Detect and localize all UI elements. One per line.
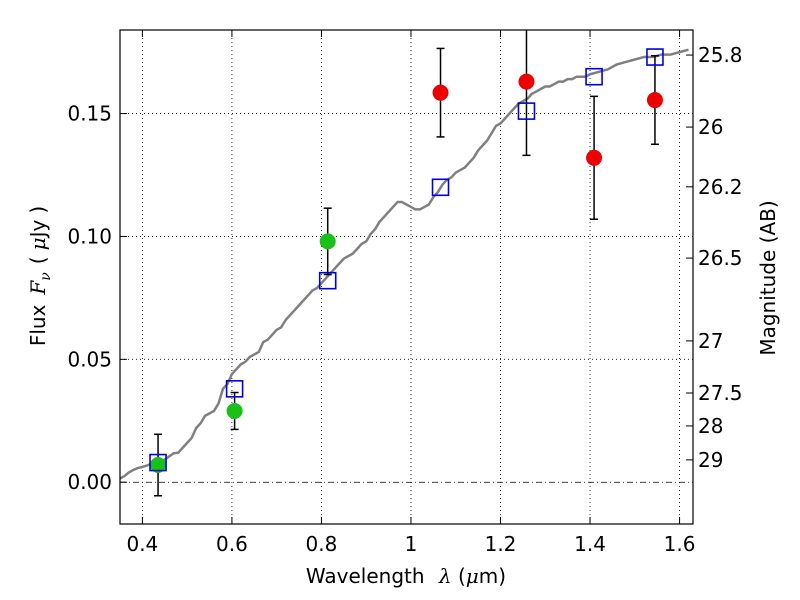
x-tick-label: 1.2 xyxy=(485,532,517,556)
x-tick-label: 1 xyxy=(405,532,418,556)
magnitude-tick-label: 29 xyxy=(698,448,723,472)
x-tick-label: 0.4 xyxy=(126,532,158,556)
y-tick-label: 0.15 xyxy=(67,102,112,126)
x-tick-label: 1.4 xyxy=(574,532,606,556)
y-tick-label: 0.00 xyxy=(67,470,112,494)
green-detections-point xyxy=(226,402,243,419)
model-flux-square xyxy=(225,380,244,398)
plot-frame xyxy=(119,29,694,525)
magnitude-tick-label: 26.2 xyxy=(698,175,743,199)
x-tick-labels: 0.4 0.6 0.8 1 1.2 1.4 1.6 xyxy=(126,532,695,556)
magnitude-tick-label: 27.5 xyxy=(698,381,743,405)
magnitude-tick-label: 26.5 xyxy=(698,246,743,270)
model-flux-square xyxy=(431,178,450,197)
model-spectrum-line xyxy=(119,48,689,480)
y-tick-labels: 0.00 0.05 0.10 0.15 xyxy=(67,102,112,495)
model-flux-square xyxy=(149,453,167,472)
model-flux-square xyxy=(318,271,337,290)
x-tick-label: 1.6 xyxy=(664,532,696,556)
model-flux-square xyxy=(517,102,536,120)
axis-ticks xyxy=(120,30,693,524)
x-axis-title: Wavelength λ (μm) xyxy=(306,564,506,588)
x-tick-label: 0.6 xyxy=(216,532,248,556)
magnitude-tick-labels: 25.8 26 26.2 26.5 27 27.5 28 29 xyxy=(698,43,743,472)
magnitude-tick-label: 27 xyxy=(698,329,723,353)
red-detections-point xyxy=(518,73,535,90)
red-detections-point xyxy=(646,92,663,109)
model-flux-square xyxy=(646,48,664,66)
error-bars xyxy=(154,30,659,497)
y-tick-label: 0.05 xyxy=(67,347,112,371)
magnitude-tick-label: 25.8 xyxy=(698,43,743,67)
magnitude-tick-label: 26 xyxy=(698,115,723,139)
grid-lines xyxy=(120,30,693,524)
data-points xyxy=(149,48,664,474)
y2-axis-title: Magnitude (AB) xyxy=(756,200,780,355)
y-tick-label: 0.10 xyxy=(67,224,112,248)
model-flux-square xyxy=(585,67,603,86)
red-detections-point xyxy=(432,84,449,101)
magnitude-tick-label: 28 xyxy=(698,414,723,438)
y-axis-title: FluxFν(μJy) xyxy=(26,206,54,346)
red-detections-point xyxy=(586,149,603,166)
green-detections-point xyxy=(319,233,336,250)
x-tick-label: 0.8 xyxy=(306,532,338,556)
